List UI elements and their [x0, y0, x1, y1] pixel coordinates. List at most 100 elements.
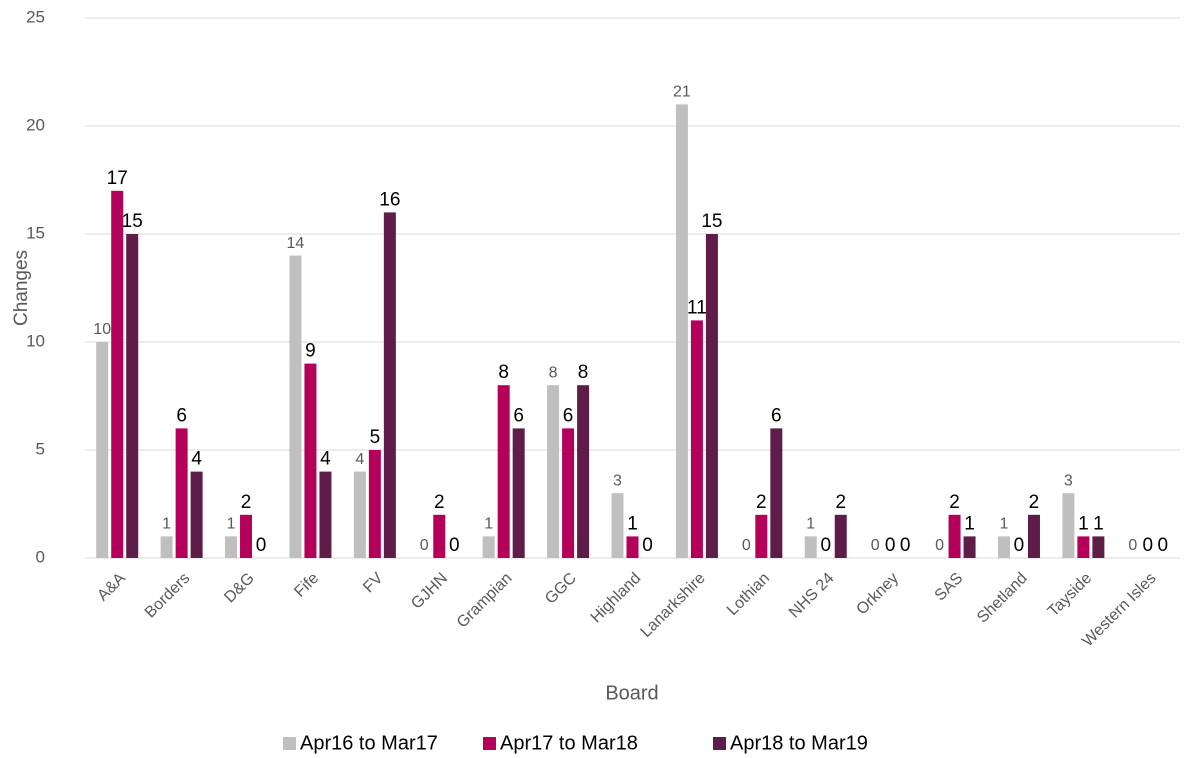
- data-label: 3: [613, 472, 622, 489]
- legend-swatch: [483, 737, 496, 750]
- x-tick-label: Tayside: [1045, 570, 1095, 620]
- bar: [1027, 514, 1040, 558]
- x-tick-label: SAS: [932, 570, 967, 605]
- data-label: 1: [484, 516, 493, 533]
- bar: [368, 450, 381, 558]
- data-label: 2: [949, 492, 960, 513]
- x-tick-label: NHS 24: [786, 570, 838, 622]
- legend-label: Apr18 to Mar19: [730, 732, 868, 754]
- bar: [626, 536, 639, 558]
- bar: [690, 320, 703, 558]
- bar: [383, 212, 396, 558]
- data-label: 0: [1158, 535, 1169, 556]
- bar: [433, 514, 446, 558]
- data-label: 0: [935, 537, 944, 554]
- data-label: 0: [1128, 537, 1137, 554]
- bar: [289, 255, 302, 558]
- y-tick-label: 0: [36, 547, 45, 566]
- data-label: 8: [578, 362, 589, 383]
- x-tick-label: Grampian: [454, 570, 516, 632]
- data-label: 1: [806, 516, 815, 533]
- x-tick-label: D&G: [221, 570, 258, 607]
- data-label: 1: [627, 513, 638, 534]
- bar: [804, 536, 817, 558]
- data-label: 0: [256, 535, 267, 556]
- data-label: 8: [549, 364, 558, 381]
- data-label: 1: [964, 513, 975, 534]
- x-tick-label: Shetland: [974, 570, 1031, 627]
- bar: [497, 385, 510, 558]
- legend-label: Apr16 to Mar17: [300, 732, 438, 754]
- data-label: 15: [122, 211, 143, 232]
- bar: [611, 493, 624, 558]
- data-label: 2: [241, 492, 252, 513]
- data-label: 10: [93, 321, 111, 338]
- bar: [577, 385, 590, 558]
- bar: [512, 428, 525, 558]
- data-label: 0: [642, 535, 653, 556]
- y-tick-label: 5: [36, 439, 45, 458]
- data-label: 8: [498, 362, 509, 383]
- bar: [111, 190, 124, 559]
- bar: [997, 536, 1010, 558]
- data-label: 0: [1143, 535, 1154, 556]
- data-label: 14: [287, 235, 305, 252]
- data-label: 6: [176, 405, 187, 426]
- bar: [160, 536, 173, 558]
- bar: [1092, 536, 1105, 558]
- data-label: 2: [1029, 492, 1040, 513]
- data-label: 0: [871, 537, 880, 554]
- bar: [770, 428, 783, 558]
- x-tick-label: Borders: [142, 570, 194, 622]
- x-tick-label: Highland: [588, 570, 645, 627]
- data-label: 4: [191, 449, 202, 470]
- x-tick-label: Lanarkshire: [638, 570, 709, 641]
- bar: [547, 385, 560, 558]
- x-tick-label: Lothian: [724, 570, 773, 619]
- legend-swatch: [283, 737, 296, 750]
- y-axis-label: Changes: [11, 250, 32, 326]
- bar: [705, 234, 718, 558]
- data-label: 0: [820, 535, 831, 556]
- data-label: 2: [434, 492, 445, 513]
- x-axis-label: Board: [605, 682, 658, 704]
- y-tick-label: 25: [26, 7, 45, 26]
- bar: [834, 514, 847, 558]
- bar: [482, 536, 495, 558]
- data-label: 1: [1093, 513, 1104, 534]
- data-label: 0: [420, 537, 429, 554]
- data-label: 11: [687, 297, 707, 318]
- bar: [304, 363, 317, 558]
- data-label: 1: [1078, 513, 1089, 534]
- data-label: 2: [756, 492, 767, 513]
- data-label: 4: [355, 451, 364, 468]
- data-label: 1: [1000, 516, 1009, 533]
- data-label: 4: [320, 449, 331, 470]
- data-label: 0: [900, 535, 911, 556]
- x-tick-label: GGC: [542, 570, 580, 608]
- legend-label: Apr17 to Mar18: [500, 732, 638, 754]
- data-label: 3: [1064, 472, 1073, 489]
- bar: [225, 536, 238, 558]
- data-label: 16: [379, 189, 400, 210]
- data-label: 5: [370, 427, 381, 448]
- data-label: 1: [227, 516, 236, 533]
- bar: [240, 514, 253, 558]
- bar: [175, 428, 188, 558]
- bar: [190, 471, 203, 558]
- bar: [755, 514, 768, 558]
- bar: [1062, 493, 1075, 558]
- bar: [1077, 536, 1090, 558]
- data-label: 2: [835, 492, 846, 513]
- data-label: 6: [771, 405, 782, 426]
- bar: [319, 471, 332, 558]
- data-label: 0: [449, 535, 460, 556]
- x-tick-label: Fife: [291, 570, 322, 601]
- data-label: 21: [673, 84, 691, 101]
- data-label: 6: [563, 405, 574, 426]
- data-label: 1: [162, 516, 171, 533]
- bar: [96, 342, 109, 558]
- y-tick-label: 20: [26, 115, 45, 134]
- x-tick-label: FV: [360, 570, 387, 597]
